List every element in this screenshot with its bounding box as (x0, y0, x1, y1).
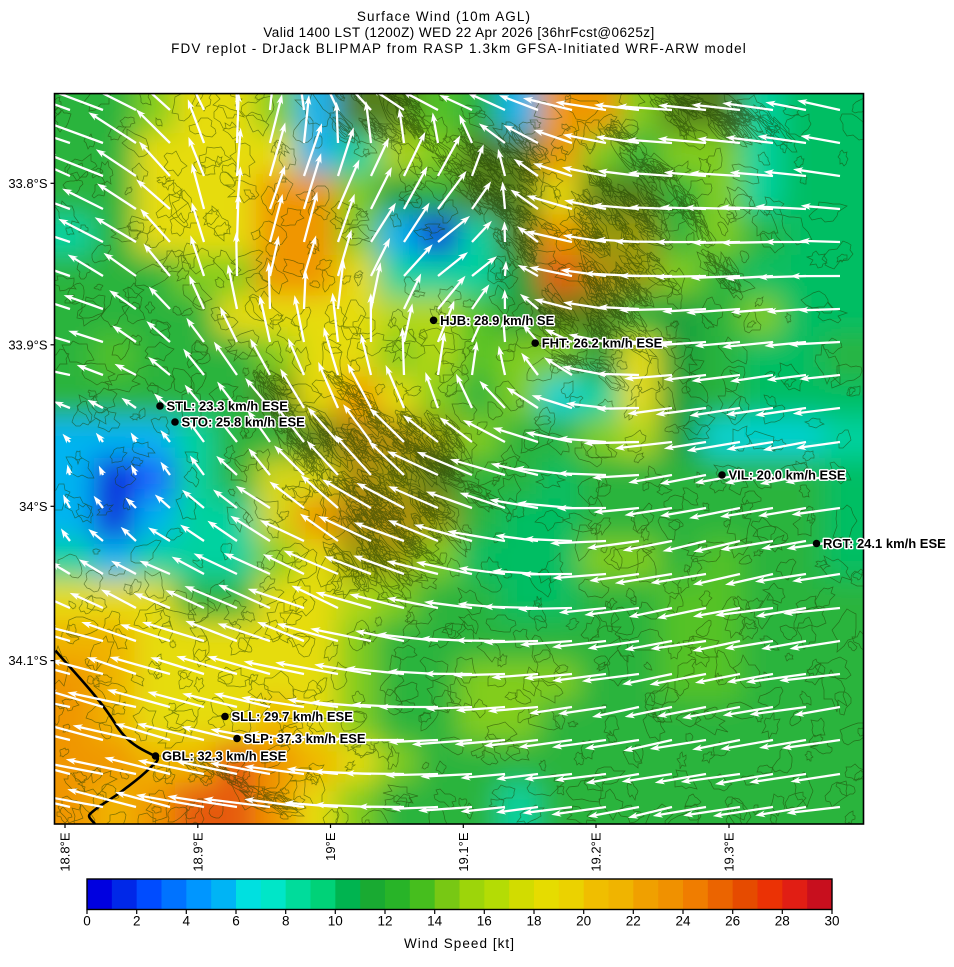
svg-text:RGT: 24.1 km/h ESE: RGT: 24.1 km/h ESE (823, 536, 946, 551)
svg-text:10: 10 (328, 914, 343, 929)
svg-text:30: 30 (824, 914, 839, 929)
svg-text:2: 2 (133, 914, 141, 929)
svg-text:14: 14 (427, 914, 443, 929)
svg-text:34°S: 34°S (19, 499, 48, 514)
svg-text:HJB: 28.9 km/h SE: HJB: 28.9 km/h SE (440, 313, 554, 328)
svg-text:Wind Speed [kt]: Wind Speed [kt] (404, 936, 515, 951)
svg-text:26: 26 (725, 914, 740, 929)
svg-text:FHT: 26.2 km/h ESE: FHT: 26.2 km/h ESE (542, 336, 663, 351)
svg-text:0: 0 (83, 914, 91, 929)
svg-text:STL: 23.3 km/h ESE: STL: 23.3 km/h ESE (167, 399, 289, 414)
svg-text:20: 20 (576, 914, 591, 929)
svg-text:16: 16 (477, 914, 492, 929)
svg-text:33.8°S: 33.8°S (8, 176, 48, 191)
svg-text:FDV replot - DrJack BLIPMAP fr: FDV replot - DrJack BLIPMAP from RASP 1.… (171, 41, 747, 56)
svg-text:STO: 25.8 km/h ESE: STO: 25.8 km/h ESE (182, 415, 306, 430)
svg-text:Surface Wind (10m AGL): Surface Wind (10m AGL) (357, 9, 531, 24)
svg-text:6: 6 (232, 914, 240, 929)
svg-text:33.9°S: 33.9°S (8, 337, 48, 352)
svg-text:19°E: 19°E (323, 832, 338, 861)
svg-text:SLL: 29.7 km/h ESE: SLL: 29.7 km/h ESE (232, 709, 354, 724)
svg-text:18.9°E: 18.9°E (190, 832, 205, 872)
svg-text:VIL: 20.0 km/h ESE: VIL: 20.0 km/h ESE (729, 468, 846, 483)
svg-text:34.1°S: 34.1°S (8, 653, 48, 668)
svg-text:24: 24 (675, 914, 691, 929)
svg-text:19.3°E: 19.3°E (722, 832, 737, 872)
svg-text:18.8°E: 18.8°E (58, 832, 73, 872)
svg-text:8: 8 (282, 914, 290, 929)
svg-text:19.1°E: 19.1°E (456, 832, 471, 872)
svg-text:28: 28 (775, 914, 790, 929)
svg-text:SLP: 37.3 km/h ESE: SLP: 37.3 km/h ESE (244, 731, 366, 746)
svg-text:GBL: 32.3 km/h ESE: GBL: 32.3 km/h ESE (162, 749, 287, 764)
svg-text:18: 18 (526, 914, 541, 929)
svg-text:12: 12 (377, 914, 392, 929)
svg-text:Valid 1400 LST (1200Z) WED 22: Valid 1400 LST (1200Z) WED 22 Apr 2026 [… (263, 25, 654, 40)
svg-text:19.2°E: 19.2°E (589, 832, 604, 872)
svg-text:22: 22 (626, 914, 641, 929)
svg-text:4: 4 (183, 914, 191, 929)
